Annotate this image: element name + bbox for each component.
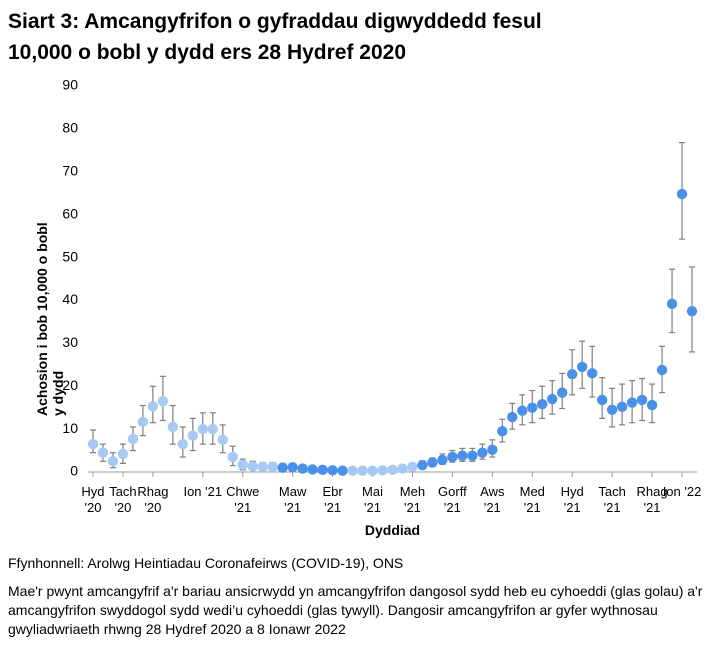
- point: [467, 450, 478, 461]
- x-tick-label: Mai '21: [362, 484, 383, 515]
- y-tick-label: 40: [62, 291, 78, 307]
- x-axis-title: Dyddiad: [364, 522, 421, 538]
- y-tick-label: 10: [62, 420, 78, 436]
- point: [307, 464, 318, 475]
- y-tick-label: 70: [62, 162, 78, 178]
- point: [447, 451, 458, 463]
- x-tick-label: Hyd '20: [81, 484, 105, 515]
- point: [337, 465, 348, 476]
- point: [137, 416, 149, 428]
- x-tick-label: Ion '21: [183, 484, 223, 499]
- y-tick-label: 90: [62, 77, 78, 93]
- point: [567, 369, 578, 380]
- x-tick-label: Rhag '20: [137, 484, 169, 515]
- x-tick-label: Hyd '21: [560, 484, 584, 515]
- point: [646, 399, 658, 411]
- x-tick-label: Chwe '21: [226, 484, 260, 515]
- note: Mae'r pwynt amcangyfrif a'r bariau ansic…: [8, 583, 703, 637]
- y-tick-label: 20: [62, 377, 78, 393]
- point: [387, 464, 398, 476]
- point: [107, 456, 119, 467]
- point: [616, 401, 628, 413]
- point: [586, 368, 598, 379]
- chart-title: Siart 3: Amcangyfrifon o gyfraddau digwy…: [8, 10, 542, 64]
- x-tick-label: Meh '21: [399, 484, 426, 515]
- point: [457, 450, 468, 461]
- point: [606, 404, 618, 416]
- point: [367, 465, 378, 476]
- y-tick-label: 50: [62, 248, 78, 264]
- point: [227, 451, 238, 463]
- source: Ffynhonnell: Arolwg Heintiadau Coronafei…: [8, 555, 404, 571]
- point: [497, 426, 508, 437]
- point: [397, 463, 408, 474]
- point: [487, 444, 498, 455]
- point: [127, 433, 139, 445]
- point: [247, 461, 258, 472]
- point: [656, 364, 668, 376]
- x-tick-label: Gorff '21: [438, 484, 467, 515]
- x-tick-label: Ebr '21: [322, 484, 343, 515]
- x-tick-label: Aws '21: [480, 484, 505, 515]
- point: [217, 434, 228, 446]
- point: [347, 465, 358, 476]
- point: [147, 401, 159, 412]
- point: [537, 399, 548, 410]
- point: [666, 298, 678, 310]
- point: [686, 305, 698, 317]
- point: [287, 462, 298, 473]
- point: [547, 393, 558, 405]
- point: [297, 463, 308, 474]
- point: [437, 454, 448, 466]
- point: [167, 421, 179, 433]
- y-tick-label: 30: [62, 334, 78, 350]
- point: [377, 465, 388, 476]
- x-tick-label: Tach '20: [109, 484, 137, 515]
- y-tick-label: 60: [62, 205, 78, 221]
- point: [407, 461, 418, 473]
- point: [197, 423, 209, 435]
- point: [357, 465, 368, 476]
- y-tick-label: 80: [62, 120, 78, 136]
- x-tick-label: Tach '21: [598, 484, 626, 515]
- x-tick-label: Maw '21: [278, 484, 307, 515]
- point: [427, 457, 438, 468]
- point: [267, 461, 278, 473]
- point: [87, 438, 99, 450]
- point: [117, 448, 129, 460]
- point: [477, 447, 488, 458]
- point: [237, 459, 248, 470]
- point: [277, 462, 288, 473]
- x-tick-label: Med '21: [519, 484, 545, 515]
- point: [417, 459, 428, 471]
- x-tick-label: Rhag '21: [636, 484, 668, 515]
- point: [596, 394, 608, 406]
- point: [576, 361, 588, 373]
- point: [327, 465, 338, 476]
- point: [97, 447, 109, 458]
- point: [527, 402, 538, 413]
- point: [157, 396, 169, 407]
- point: [626, 397, 638, 408]
- point: [207, 423, 218, 435]
- point: [317, 464, 328, 476]
- point: [676, 188, 688, 200]
- point: [187, 430, 199, 441]
- x-tick-label: Ion '22: [662, 484, 702, 499]
- point: [507, 411, 518, 423]
- point: [557, 387, 568, 398]
- point: [636, 394, 648, 406]
- y-tick-label: 0: [70, 463, 78, 479]
- point: [517, 405, 528, 416]
- point: [177, 438, 189, 450]
- point: [257, 461, 268, 473]
